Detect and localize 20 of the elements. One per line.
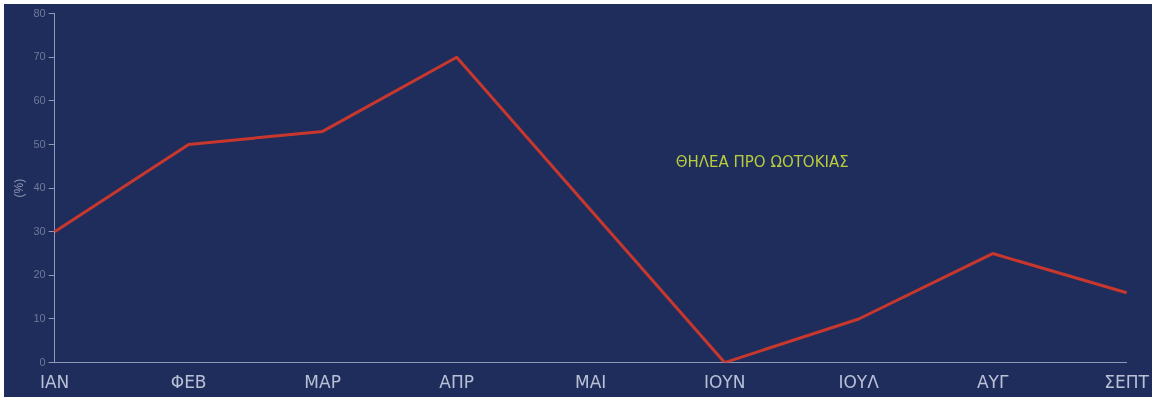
x-tick-label: ΑΥΓ [976,372,1009,393]
y-tick-label: 20 [33,268,46,281]
y-tick-label: 80 [33,6,46,19]
y-tick-label: 30 [33,224,46,237]
x-tick-label: ΙΟΥΛ [838,372,880,393]
x-tick-label: ΦΕΒ [170,372,207,393]
x-tick-label: ΣΕΠΤ [1104,372,1150,393]
x-tick-label: ΙΑΝ [39,372,70,393]
y-tick-label: 40 [33,181,46,194]
annotation: ΘΗΛΕΑ ΠΡΟ ΩΟΤΟΚΙΑΣ [675,153,849,172]
y-tick-label: 0 [39,355,46,368]
y-tick-label: 60 [33,93,46,106]
x-tick-label: ΑΠΡ [439,372,474,393]
x-tick-label: ΜΑΡ [304,372,341,393]
y-tick-label: 10 [33,312,46,325]
y-axis-title: (%) [11,178,26,198]
x-tick-label: ΜΑΙ [575,372,607,393]
x-tick-label: ΙΟΥΝ [703,372,746,393]
y-tick-label: 50 [33,137,46,150]
y-tick-label: 70 [33,50,46,63]
